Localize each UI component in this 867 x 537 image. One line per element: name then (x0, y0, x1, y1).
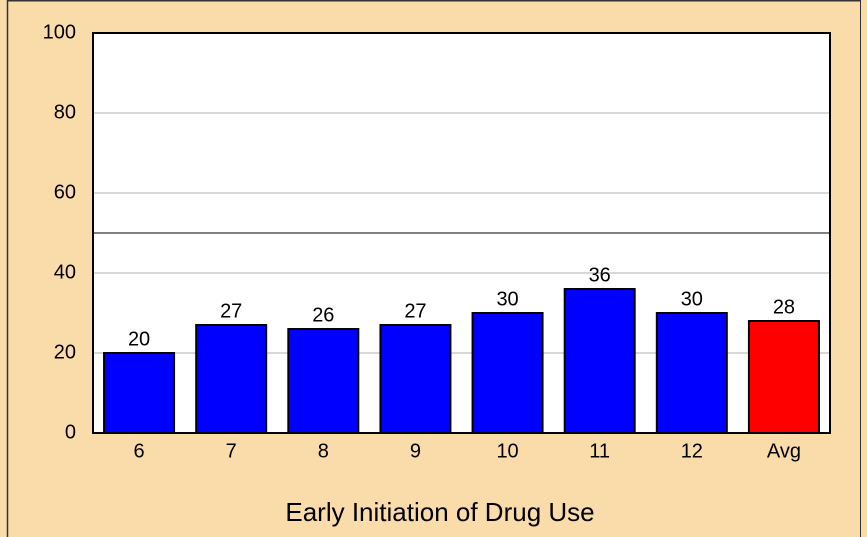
y-tick-label: 80 (54, 101, 76, 123)
bar (655, 312, 728, 434)
x-tick-label: 8 (318, 440, 329, 462)
bar (379, 324, 452, 434)
x-tick-label: 11 (589, 440, 610, 462)
data-label: 27 (404, 300, 426, 322)
y-tick-label: 100 (43, 21, 76, 43)
y-tick-label: 40 (54, 261, 76, 283)
data-label: 26 (312, 304, 334, 326)
x-tick-label: 9 (410, 440, 421, 462)
bar (471, 312, 544, 434)
bar (563, 288, 636, 434)
data-label: 27 (220, 300, 242, 322)
x-axis-label: Early Initiation of Drug Use (285, 497, 594, 527)
data-label: 28 (773, 296, 795, 318)
bar (287, 328, 360, 434)
x-tick-label: 6 (134, 440, 145, 462)
marks: 20 27 26 27 30 36 30 28 (93, 32, 830, 434)
x-tick-label: Avg (767, 440, 801, 462)
bar (195, 324, 268, 434)
data-label: 30 (496, 288, 518, 310)
bar (103, 352, 176, 434)
data-label: 30 (681, 288, 703, 310)
bar (747, 320, 820, 434)
y-tick-label: 0 (65, 421, 76, 443)
y-tick-label: 60 (54, 181, 76, 203)
plot-frame (92, 32, 831, 434)
x-tick-label: 10 (496, 440, 518, 462)
x-tick-label: 7 (226, 440, 237, 462)
data-label: 36 (589, 264, 611, 286)
x-tick-label: 12 (681, 440, 703, 462)
data-label: 20 (128, 328, 150, 350)
y-tick-label: 20 (54, 341, 76, 363)
